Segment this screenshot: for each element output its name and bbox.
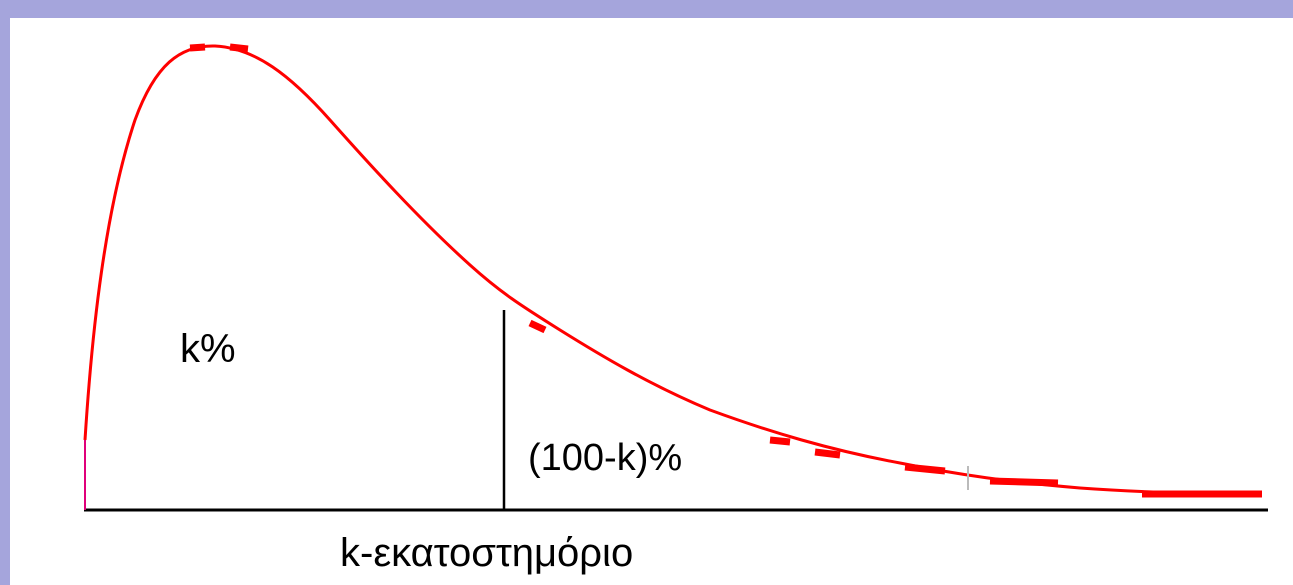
- right-area-label: (100-k)%: [528, 437, 682, 479]
- curve-thick-segments: [189, 43, 1262, 498]
- top-border: [0, 0, 1293, 18]
- left-border: [0, 0, 10, 585]
- left-area-label: k%: [180, 327, 236, 371]
- axis-label: k-εκατοστημόριο: [340, 531, 633, 575]
- density-curve: [83, 44, 1263, 496]
